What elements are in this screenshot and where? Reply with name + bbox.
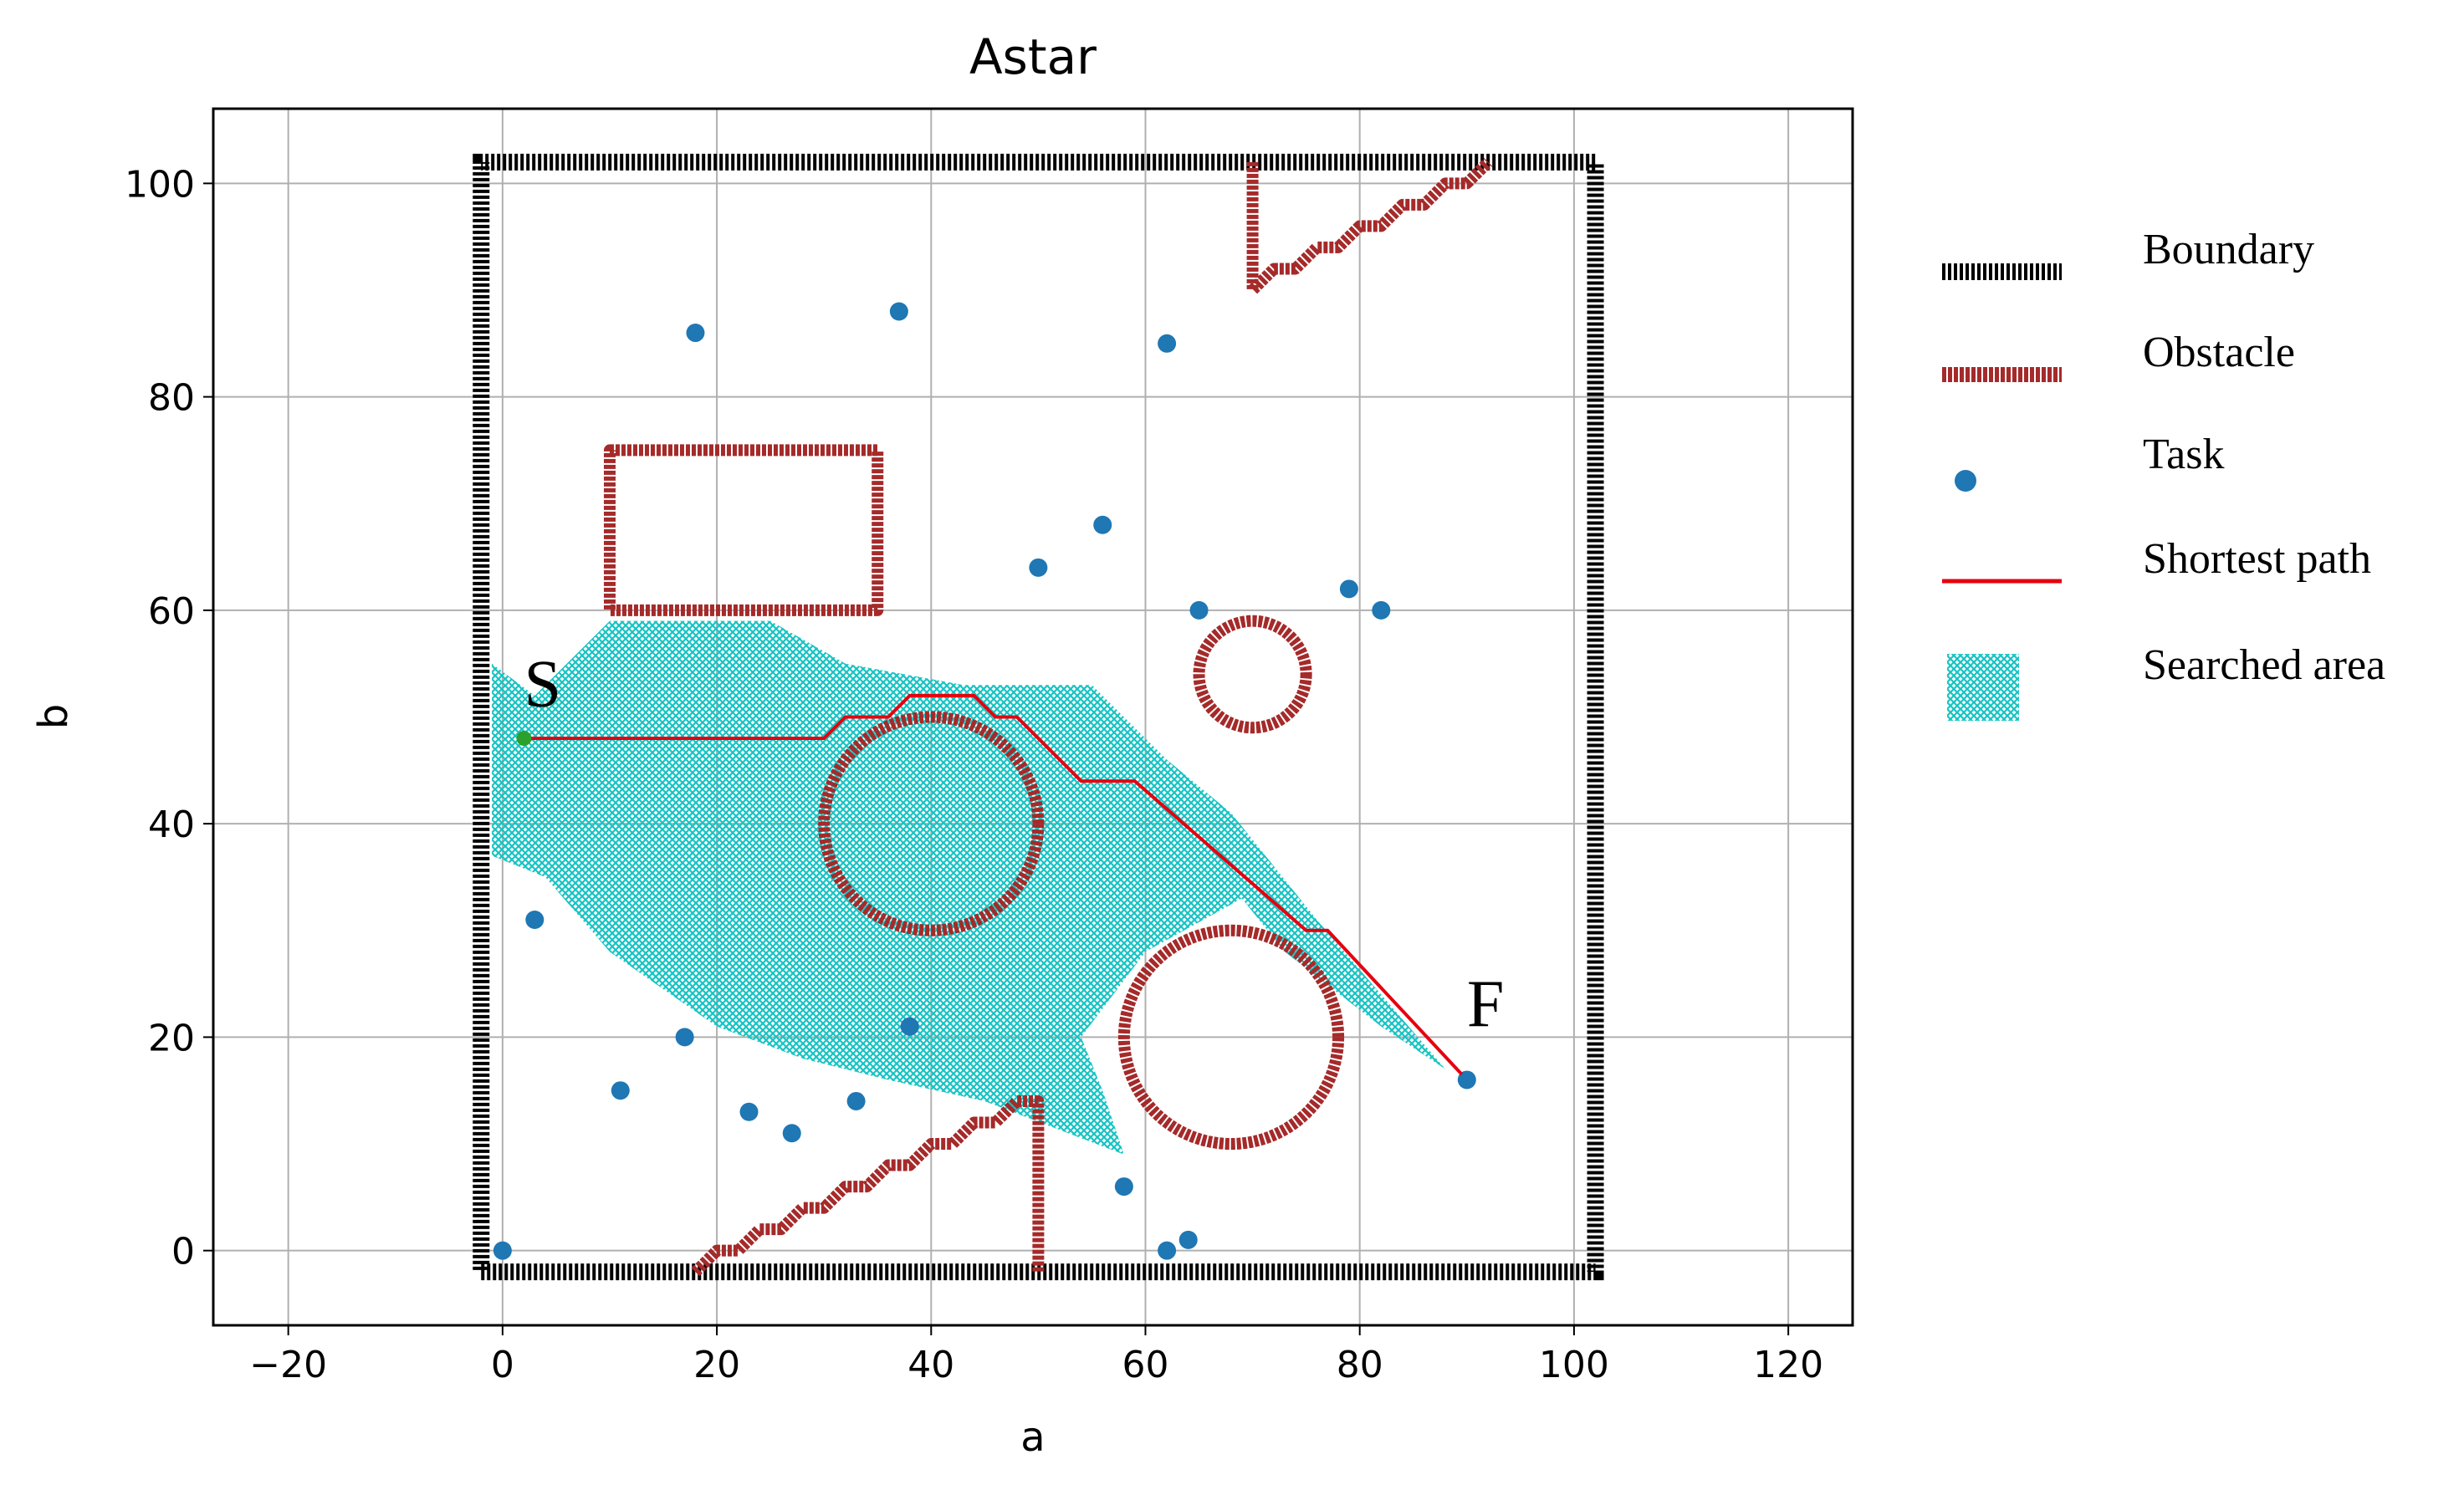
- task-point: [1178, 1230, 1198, 1249]
- legend: Boundary Obstacle Task Shortest path Searche…: [1942, 226, 2385, 721]
- plot-clip-group: [213, 109, 1853, 1325]
- legend-label-path: Shortest path: [2143, 535, 2371, 583]
- task-point: [1093, 515, 1112, 534]
- legend-handle-searched: [1947, 654, 2019, 721]
- obstacle-circle: [1193, 615, 1312, 734]
- task-point: [525, 911, 544, 929]
- x-tick-label: 40: [907, 1344, 954, 1386]
- plot-frame: [212, 107, 1854, 1327]
- task-point: [1158, 334, 1177, 353]
- boundary-line: [473, 153, 1604, 1281]
- task-point: [900, 1017, 919, 1036]
- y-tick-label: 0: [171, 1231, 195, 1273]
- task-point: [675, 1028, 694, 1047]
- chart-title: Astar: [969, 28, 1097, 85]
- annotation-f: F: [1467, 968, 1505, 1042]
- task-point: [739, 1102, 759, 1121]
- x-tick-label: 60: [1122, 1344, 1169, 1386]
- task-point: [493, 1241, 512, 1260]
- task-point: [782, 1124, 801, 1143]
- start-point-marker: [516, 731, 532, 747]
- task-point: [1189, 600, 1209, 620]
- x-tick-label: 120: [1753, 1344, 1823, 1386]
- task-point: [1372, 600, 1391, 620]
- plot-area: −20 0 20 40 60 80 100 120 0 20 40 60 80 100 S F: [125, 109, 1853, 1386]
- y-tick-label: 40: [148, 804, 195, 846]
- x-tick-label: 100: [1539, 1344, 1609, 1386]
- y-tick-label: 100: [125, 163, 195, 206]
- task-point: [611, 1081, 630, 1100]
- task-point: [889, 302, 908, 321]
- legend-label-boundary: Boundary: [2143, 226, 2314, 273]
- legend-label-obstacle: Obstacle: [2143, 329, 2295, 376]
- finish-point-marker: [1459, 1072, 1475, 1088]
- task-point: [686, 324, 705, 343]
- task-point: [1158, 1241, 1177, 1260]
- task-point: [1029, 558, 1048, 577]
- obstacle-polyline: [1246, 157, 1493, 296]
- legend-handle-task: [1955, 470, 1976, 492]
- x-axis-label: a: [1020, 1414, 1045, 1461]
- x-tick-label: 80: [1337, 1344, 1383, 1386]
- obstacle-rectangle: [603, 444, 884, 616]
- legend-label-task: Task: [2143, 431, 2224, 478]
- task-point: [846, 1091, 866, 1110]
- obstacle-circle: [818, 711, 1045, 936]
- y-tick-label: 20: [148, 1017, 195, 1059]
- shortest-path-line: [524, 693, 1469, 1081]
- x-tick-label: 20: [693, 1344, 740, 1386]
- task-point: [1114, 1177, 1133, 1197]
- obstacle-polyline: [691, 1095, 1045, 1277]
- y-axis-label: b: [30, 704, 77, 729]
- x-tick-label: −20: [249, 1344, 327, 1386]
- legend-label-searched: Searched area: [2143, 641, 2385, 689]
- searched-area: [492, 620, 1446, 1155]
- y-tick-label: 80: [148, 377, 195, 420]
- x-tick-label: 0: [491, 1344, 514, 1386]
- task-point: [1339, 579, 1358, 599]
- annotation-s: S: [524, 648, 562, 722]
- y-tick-label: 60: [148, 590, 195, 633]
- obstacle-circle: [1117, 924, 1345, 1151]
